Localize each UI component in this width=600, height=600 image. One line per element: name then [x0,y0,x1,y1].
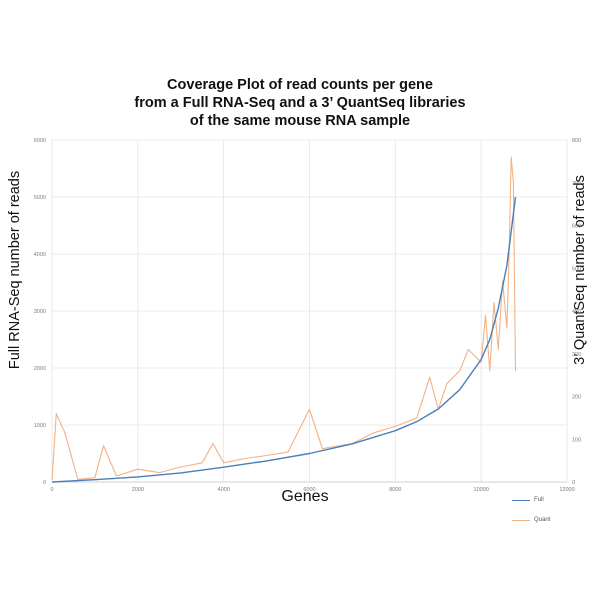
x-tick-label: 0 [50,487,53,493]
y-right-tick-label: 0 [572,480,575,486]
x-tick-label: 8000 [389,487,401,493]
y-right-tick-label: 600 [572,224,581,230]
y-left-tick-label: 6000 [34,138,46,144]
series-line-full [51,196,517,483]
y-right-tick-label: 800 [572,138,581,144]
x-tick-label: 2000 [132,487,144,493]
x-tick-label: 6000 [303,487,315,493]
y-right-tick-label: 300 [572,352,581,358]
legend: Full Quant [512,490,550,530]
y-left-tick-label: 1000 [34,423,46,429]
chart-title: Coverage Plot of read counts per gene fr… [0,76,600,130]
y-left-tick-label: 3000 [34,309,46,315]
y-right-tick-label: 400 [572,309,581,315]
legend-swatch-quant [512,519,530,521]
y-right-tick-label: 700 [572,181,581,187]
legend-item-full: Full [512,490,550,510]
legend-label-full: Full [534,497,544,503]
x-tick-label: 4000 [218,487,230,493]
chart-title-line-3: of the same mouse RNA sample [189,113,411,129]
chart-title-line-2: from a Full RNA-Seq and a 3’ QuantSeq li… [134,95,466,111]
series-line-quant [51,156,517,480]
y-right-tick-label: 100 [572,437,581,443]
legend-item-quant: Quant [512,510,550,530]
y-left-tick-label: 4000 [34,252,46,258]
y-right-tick-label: 500 [572,266,581,272]
x-axis-label: Genes [281,488,329,505]
legend-label-quant: Quant [534,517,551,523]
chart-title-line-1: Coverage Plot of read counts per gene [167,77,433,93]
y-left-tick-label: 0 [43,480,46,486]
y-left-tick-label: 2000 [34,366,46,372]
y-right-tick-label: 200 [572,395,581,401]
x-tick-label: 12000 [559,487,574,493]
x-tick-label: 10000 [474,487,489,493]
y-left-tick-label: 5000 [34,195,46,201]
legend-swatch-full [512,499,530,501]
